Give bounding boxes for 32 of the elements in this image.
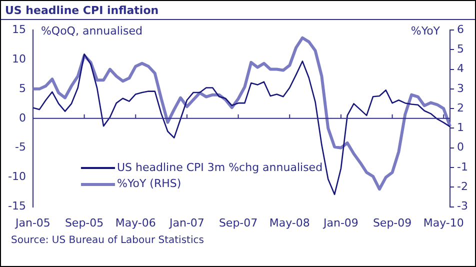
x-tick-label: May-06 — [115, 216, 156, 230]
chart-title: US headline CPI inflation — [1, 1, 475, 20]
x-tick-label: May-10 — [423, 216, 464, 230]
y2-tick-label: 0 — [457, 140, 464, 154]
y-tick-label: 15 — [12, 22, 26, 36]
legend-label: US headline CPI 3m %chg annualised — [117, 160, 323, 176]
y-axis-title: %QoQ, annualised — [40, 24, 142, 38]
x-tick-label: Sep-07 — [218, 216, 258, 230]
x-tick-label: Jan-05 — [14, 216, 50, 230]
y-tick-label: 10 — [12, 52, 26, 66]
y2-tick-label: -1 — [457, 160, 468, 174]
y-tick-label: -5 — [15, 140, 26, 154]
y2-tick-label: 4 — [457, 62, 464, 76]
y2-tick-label: 5 — [457, 42, 464, 56]
x-tick-label: Jan-09 — [322, 216, 358, 230]
y2-tick-label: 3 — [457, 82, 464, 95]
x-tick-label: Sep-09 — [372, 216, 412, 230]
source-note: Source: US Bureau of Labour Statistics — [10, 234, 205, 248]
y2-axis-title: %YoY — [410, 24, 440, 38]
x-tick-label: Jan-07 — [168, 216, 204, 230]
y2-tick-label: -3 — [457, 200, 468, 213]
y-tick-label: -15 — [8, 200, 26, 213]
x-tick-label: May-08 — [269, 216, 310, 230]
y2-tick-label: -2 — [457, 180, 468, 194]
y-tick-label: 0 — [18, 111, 26, 124]
y2-tick-label: 6 — [457, 22, 464, 36]
y-tick-label: -10 — [8, 170, 26, 184]
y2-tick-label: 1 — [457, 121, 464, 134]
y2-tick-label: 2 — [457, 101, 464, 114]
y-tick-label: 5 — [18, 82, 26, 95]
legend-label: %YoY (RHS) — [117, 176, 182, 192]
x-tick-label: Sep-05 — [64, 216, 104, 230]
